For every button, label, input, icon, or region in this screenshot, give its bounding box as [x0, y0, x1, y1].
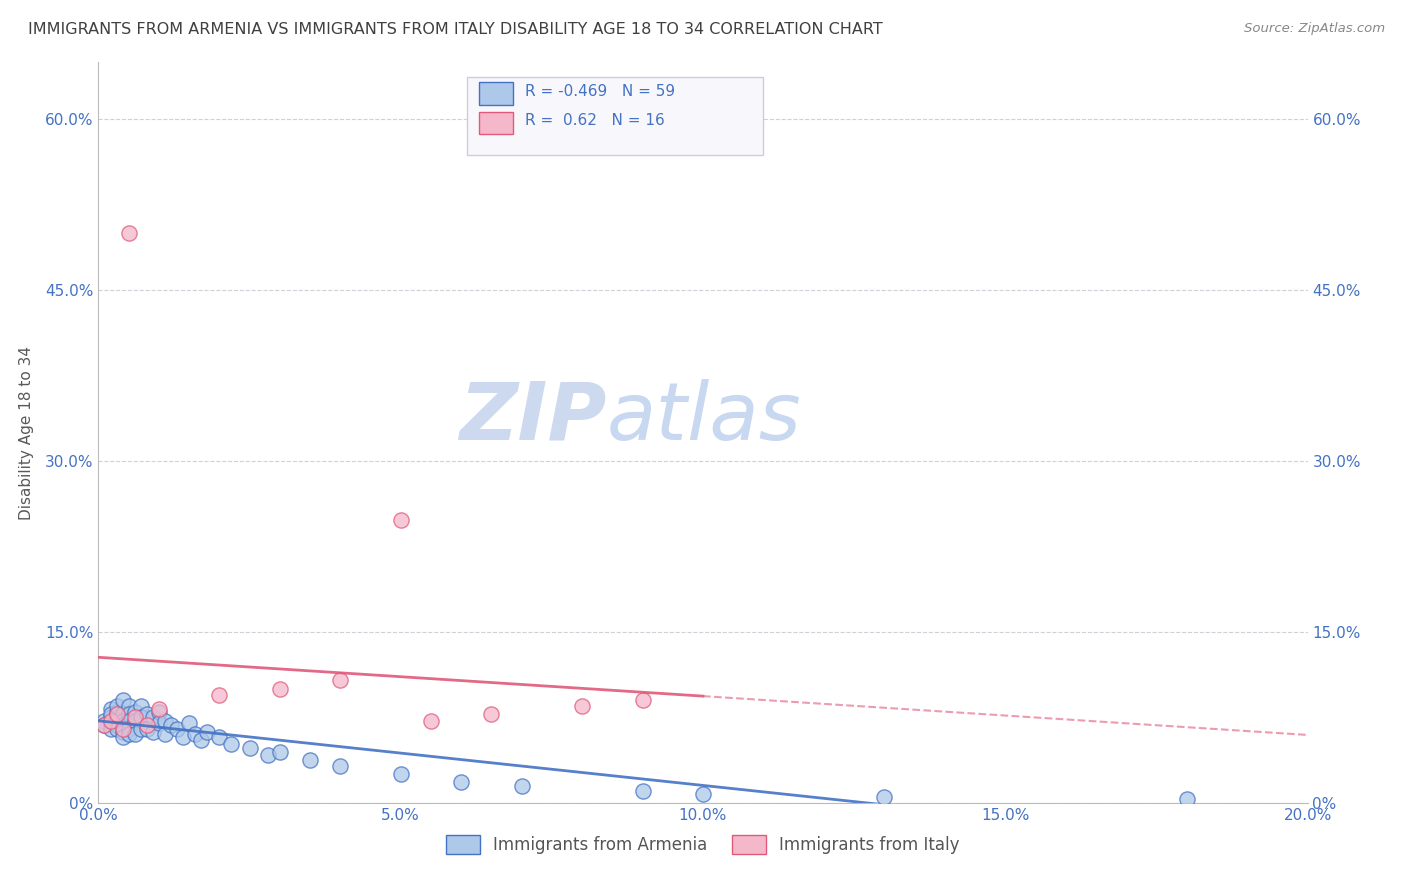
Point [124, 710, 146, 724]
Point [111, 714, 134, 728]
Point [124, 714, 146, 728]
Point [329, 673, 352, 687]
Point [450, 775, 472, 789]
Point [118, 698, 141, 713]
Point [239, 741, 262, 756]
Point [118, 722, 141, 736]
Point [329, 759, 352, 773]
FancyBboxPatch shape [479, 112, 513, 135]
Point [100, 716, 122, 731]
FancyBboxPatch shape [479, 82, 513, 104]
Point [481, 706, 503, 721]
Point [105, 714, 128, 728]
Point [100, 702, 122, 716]
Point [153, 727, 176, 741]
Point [135, 718, 157, 732]
Point [692, 787, 714, 801]
Point [118, 727, 141, 741]
Point [221, 737, 243, 751]
Point [142, 710, 165, 724]
Point [256, 747, 278, 762]
Point [571, 698, 593, 713]
Point [105, 722, 128, 736]
Point [631, 784, 654, 798]
Point [124, 705, 146, 719]
Y-axis label: Disability Age 18 to 34: Disability Age 18 to 34 [18, 345, 34, 520]
Point [93, 714, 115, 728]
Point [105, 705, 128, 719]
Point [195, 725, 218, 739]
Point [118, 714, 141, 728]
Point [389, 767, 412, 781]
Point [208, 688, 231, 702]
Point [179, 716, 201, 731]
FancyBboxPatch shape [467, 78, 763, 155]
Point [389, 513, 412, 527]
Point [111, 725, 134, 739]
Point [118, 706, 141, 721]
Point [1175, 792, 1198, 806]
Point [148, 702, 170, 716]
Point [269, 681, 291, 696]
Text: Source: ZipAtlas.com: Source: ZipAtlas.com [1244, 22, 1385, 36]
Point [111, 693, 134, 707]
Point [105, 706, 128, 721]
Text: IMMIGRANTS FROM ARMENIA VS IMMIGRANTS FROM ITALY DISABILITY AGE 18 TO 34 CORRELA: IMMIGRANTS FROM ARMENIA VS IMMIGRANTS FR… [28, 22, 883, 37]
Point [299, 752, 322, 766]
Point [100, 706, 122, 721]
Point [166, 722, 188, 736]
Text: ZIP: ZIP [458, 379, 606, 457]
Point [510, 779, 533, 793]
Point [184, 727, 207, 741]
Point [129, 698, 152, 713]
Point [160, 718, 183, 732]
Point [93, 718, 115, 732]
Text: atlas: atlas [606, 379, 801, 457]
Point [111, 718, 134, 732]
Point [135, 722, 157, 736]
Point [172, 730, 194, 744]
Point [124, 727, 146, 741]
Point [93, 718, 115, 732]
Point [100, 710, 122, 724]
Point [100, 722, 122, 736]
Point [208, 730, 231, 744]
Legend: Immigrants from Armenia, Immigrants from Italy: Immigrants from Armenia, Immigrants from… [440, 829, 966, 861]
Point [148, 716, 170, 731]
Point [100, 714, 122, 728]
Point [135, 706, 157, 721]
Point [105, 718, 128, 732]
Point [190, 733, 212, 747]
Point [129, 710, 152, 724]
Point [153, 714, 176, 728]
Text: R =  0.62   N = 16: R = 0.62 N = 16 [526, 113, 665, 128]
Point [111, 722, 134, 736]
Text: R = -0.469   N = 59: R = -0.469 N = 59 [526, 84, 675, 99]
Point [105, 698, 128, 713]
Point [148, 705, 170, 719]
Point [129, 722, 152, 736]
Point [111, 730, 134, 744]
Point [420, 714, 443, 728]
Point [118, 227, 141, 241]
Point [105, 710, 128, 724]
Point [873, 790, 896, 805]
Point [142, 725, 165, 739]
Point [111, 706, 134, 721]
Point [631, 693, 654, 707]
Point [269, 745, 291, 759]
